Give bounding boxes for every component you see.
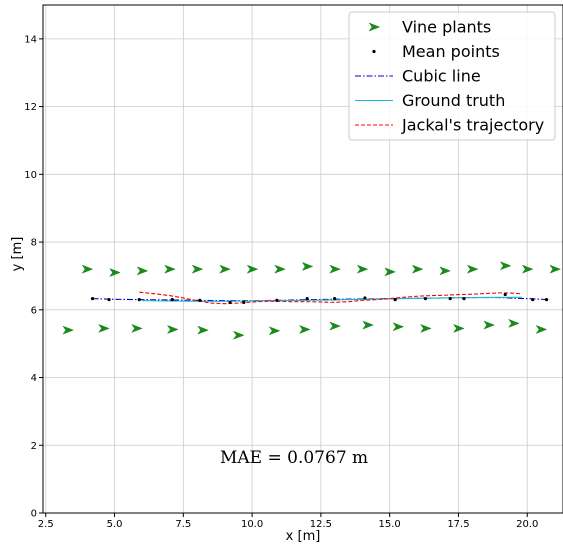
vine-plant-marker (136, 266, 149, 276)
mean-point (198, 298, 202, 302)
x-tick-label: 17.5 (447, 519, 469, 530)
vine-plant-marker (452, 323, 465, 333)
vine-plant-marker (392, 322, 405, 332)
mean-point (333, 297, 337, 301)
vine-plant-marker (131, 323, 143, 333)
mean-point (503, 292, 507, 297)
legend-label: Ground truth (402, 91, 505, 110)
y-tick-label: 6 (31, 305, 37, 316)
mean-point (275, 298, 279, 302)
vine-plant-marker (298, 324, 311, 334)
vine-plant-marker (232, 330, 245, 340)
y-tick-label: 8 (31, 238, 37, 249)
vine-plant-marker (246, 264, 259, 274)
vine-plant-marker (521, 264, 534, 274)
mean-point (448, 297, 452, 301)
mean-point (544, 298, 549, 302)
legend-label: Jackal's trajectory (401, 116, 544, 135)
x-tick-label: 10.0 (241, 519, 263, 530)
vine-plant-marker (499, 261, 512, 271)
vine-plant-marker (419, 323, 432, 333)
vine-plant-marker (219, 264, 231, 274)
vine-plant-marker (362, 320, 374, 330)
x-tick-label: 7.5 (175, 519, 191, 530)
x-tick-label: 20.0 (516, 519, 538, 530)
vine-plant-marker (549, 264, 562, 274)
x-tick-label: 5.0 (107, 519, 123, 530)
vine-plant-marker (164, 264, 176, 274)
vine-plant-marker (508, 318, 520, 328)
y-tick-label: 12 (24, 102, 37, 113)
mean-point (137, 298, 141, 302)
vine-plant-marker (329, 321, 341, 331)
vine-plant-marker (197, 325, 209, 335)
legend-handle-vine (368, 22, 381, 32)
x-tick-label: 12.5 (310, 519, 332, 530)
y-tick-label: 4 (31, 373, 37, 384)
vine-plant-marker (384, 267, 396, 277)
legend: Vine plants Mean points Cubic line Ground t… (348, 11, 556, 141)
mean-point (242, 300, 246, 304)
legend-label: Vine plants (402, 18, 491, 37)
mean-point (305, 297, 309, 301)
mean-point (90, 297, 95, 301)
x-tick-label: 15.0 (379, 519, 401, 530)
legend-label: Mean points (402, 42, 500, 61)
series-line (139, 291, 522, 305)
legend-box (348, 11, 556, 141)
vine-plant-marker (268, 326, 281, 336)
mean-point (228, 300, 232, 304)
vine-plant-marker (81, 264, 94, 274)
mean-point (423, 297, 428, 301)
vine-plant-marker (535, 324, 548, 334)
mean-point (531, 298, 535, 302)
vine-plant-marker (356, 264, 369, 274)
ticks: 2.5 5.0 7.5 10.0 12.5 15.0 17.5 20.0 0 2 4 6 8 10 12 14 (24, 34, 538, 530)
legend-handle-mean (372, 49, 376, 54)
vine-plant-marker (98, 323, 110, 333)
vine-plant-marker (191, 264, 204, 274)
vine-plant-marker (483, 320, 496, 330)
legend-label: Cubic line (402, 67, 481, 86)
x-axis-label: x [m] (286, 529, 321, 544)
x-tick-label: 2.5 (38, 519, 54, 530)
y-tick-label: 14 (24, 34, 37, 45)
y-axis-label: y [m] (10, 237, 25, 272)
series-layer (62, 261, 562, 340)
vine-plant-marker (329, 264, 341, 274)
vine-plant-marker (439, 266, 451, 276)
y-tick-label: 0 (31, 509, 37, 520)
vine-plant-marker (274, 264, 286, 274)
mean-point (393, 298, 397, 302)
mae-annotation: MAE = 0.0767 m (220, 448, 368, 468)
vine-plant-marker (466, 264, 479, 274)
vine-plant-marker (166, 324, 179, 334)
plot-frame (42, 4, 563, 514)
vine-plant-marker (109, 268, 121, 278)
mean-point (363, 296, 367, 300)
vine-plant-marker (62, 325, 75, 335)
mean-point (170, 298, 174, 302)
vine-plant-marker (301, 261, 314, 271)
mean-point (107, 298, 111, 302)
y-tick-label: 2 (31, 441, 37, 452)
vine-plant-marker (411, 264, 424, 274)
y-tick-label: 10 (24, 170, 37, 181)
mean-point (462, 297, 466, 301)
